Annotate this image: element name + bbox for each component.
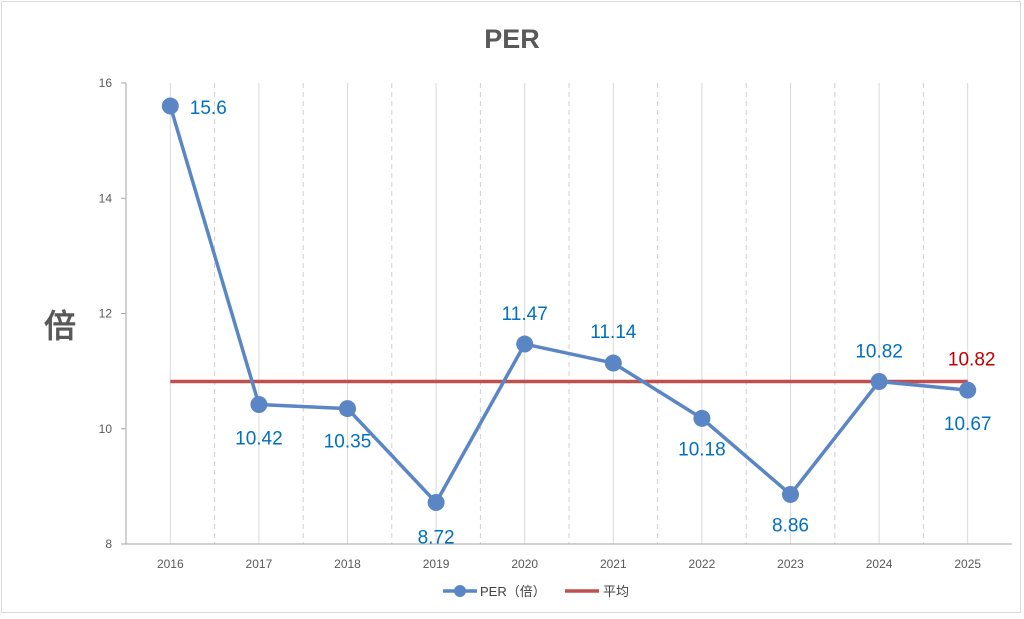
x-tick-label: 2016: [157, 557, 184, 571]
x-tick-label: 2019: [423, 557, 450, 571]
per-data-point: [782, 485, 799, 503]
per-series-line: [168, 105, 968, 505]
per-data-label: 11.47: [502, 304, 548, 325]
y-tick-label: 14: [99, 191, 113, 205]
per-data-point: [604, 354, 622, 372]
per-data-label: 8.72: [418, 528, 455, 549]
x-tick-label: 2024: [866, 557, 893, 571]
per-data-point: [516, 335, 534, 353]
x-tick-label: 2021: [600, 557, 627, 571]
y-tick-label: 8: [105, 537, 112, 551]
y-tick-label: 16: [99, 76, 113, 90]
data-labels: 10.82 15.6 10.42 10.35 8.72 11.47 11.14 10.18 8.…: [190, 98, 996, 548]
y-axis-label: 倍: [44, 308, 76, 344]
legend-average-label: 平均: [603, 584, 629, 599]
average-data-label: 10.82: [948, 349, 996, 370]
x-tick-label: 2017: [246, 557, 273, 571]
per-data-label: 10.82: [855, 341, 903, 362]
y-tick-label: 12: [99, 307, 113, 321]
x-tick-label: 2025: [954, 557, 981, 571]
per-data-point: [959, 381, 977, 399]
y-tick-label: 10: [99, 422, 113, 436]
legend-per-label: PER（倍）: [480, 584, 546, 599]
per-data-label: 10.18: [678, 439, 726, 460]
per-data-point: [161, 97, 179, 115]
per-data-label: 10.67: [944, 414, 992, 435]
per-data-label: 11.14: [590, 322, 637, 343]
per-data-label: 10.42: [235, 429, 283, 450]
x-tick-label: 2022: [689, 557, 716, 571]
chart-title: PER: [484, 24, 540, 54]
per-data-label: 8.86: [772, 515, 809, 536]
per-data-point: [250, 396, 268, 414]
x-tick-label: 2023: [777, 557, 804, 571]
grid-lines: [169, 83, 969, 544]
x-tick-label: 2020: [511, 557, 538, 571]
legend: PER（倍） 平均: [443, 584, 629, 599]
per-data-point: [693, 409, 711, 427]
per-series: [161, 97, 977, 512]
per-data-label: 15.6: [190, 98, 227, 119]
per-data-label: 10.35: [324, 432, 372, 453]
axes: [121, 82, 1012, 545]
legend-per-marker: [454, 585, 466, 597]
per-data-point: [339, 400, 356, 418]
per-data-point: [870, 372, 888, 390]
x-tick-label: 2018: [334, 557, 361, 571]
per-data-point: [427, 494, 445, 512]
tick-labels: 8 10 12 14 16 2016 2017 2018 2019 2020 2021 2022 202…: [99, 76, 982, 571]
